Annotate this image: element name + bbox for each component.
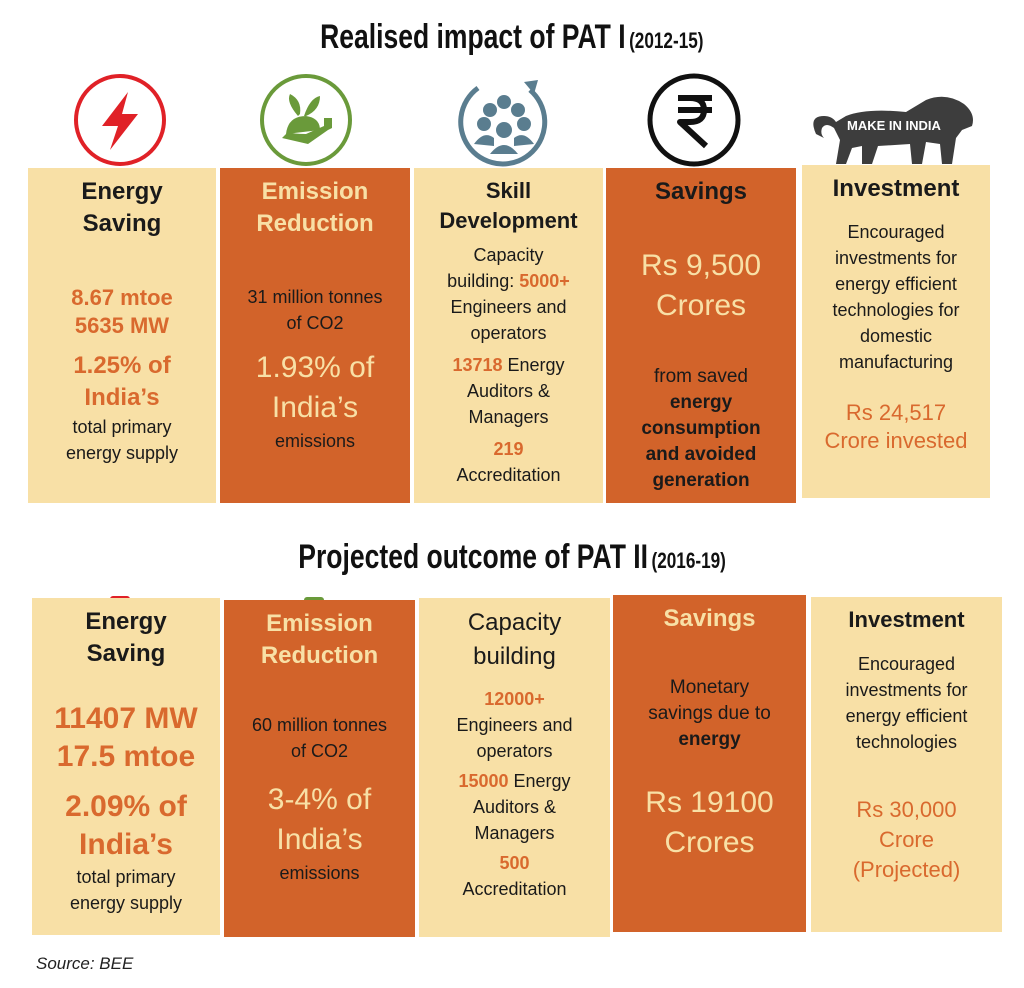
s2-investment-card: Investment Encouraged investments for en… <box>811 597 1002 932</box>
card-header: Savings <box>654 178 748 205</box>
section1-title: Realised impact of PAT I (2012-15) <box>0 18 1024 57</box>
section1-years: (2012-15) <box>629 28 704 53</box>
lightning-bolt-icon <box>74 74 166 166</box>
investment-amount: Rs 30,000 Crore (Projected) <box>852 797 961 882</box>
savings-amount: Rs 19100 Crores <box>645 786 774 859</box>
card-header: Investment <box>848 607 965 632</box>
card-header: Emission Reduction <box>260 610 379 669</box>
emission-percent: 3-4% of India’s <box>267 783 372 856</box>
investment-desc: Encouraged investments for energy effici… <box>845 654 968 752</box>
section1-title-text: Realised impact of PAT I <box>320 18 626 56</box>
emission-desc: 31 million tonnes of CO2 <box>247 287 383 333</box>
rupee-icon <box>647 73 741 167</box>
energy-percent: 1.25% of India’s <box>73 352 171 411</box>
capacity-accreditation: 500 Accreditation <box>462 853 567 899</box>
capacity-auditors: 15000 Energy Auditors & Managers <box>458 771 571 843</box>
s1-emission-reduction-card: Emission Reduction 31 million tonnes of CO… <box>220 168 410 503</box>
s1-skill-development-card: Skill Development Capacity building: 5000… <box>414 168 603 503</box>
section2-title-text: Projected outcome of PAT II <box>298 538 648 576</box>
section2-title: Projected outcome of PAT II (2016-19) <box>0 538 1024 577</box>
savings-amount: Rs 9,500 Crores <box>640 249 762 322</box>
skill-auditors: 13718 Energy Auditors & Managers <box>452 355 565 427</box>
card-header: Energy Saving <box>81 178 163 237</box>
energy-percent: 2.09% of India’s <box>65 790 187 861</box>
skill-accreditation: 219 Accreditation <box>456 439 561 485</box>
s1-savings-card: Savings Rs 9,500 Crores from saved energy… <box>606 168 796 503</box>
investment-amount: Rs 24,517 Crore invested <box>824 400 968 453</box>
card-header: Capacity building <box>467 609 562 670</box>
energy-desc: total primary energy supply <box>65 417 179 463</box>
s2-savings-card: Savings Monetary savings due to energy R… <box>613 595 806 932</box>
savings-desc: from saved energy consumption and avoide… <box>641 366 761 491</box>
people-cycle-icon <box>458 80 548 167</box>
source-note: Source: BEE <box>36 954 134 973</box>
make-in-india-label: MAKE IN INDIA <box>847 118 942 133</box>
card-header: Energy Saving <box>85 608 167 667</box>
capacity-engineers: 12000+ Engineers and operators <box>456 689 573 761</box>
s1-investment-card: Investment Encouraged investments for en… <box>802 165 990 498</box>
card-header: Skill Development <box>439 178 578 233</box>
emission-percent: 1.93% of India’s <box>255 351 375 424</box>
plant-in-hand-icon <box>260 74 352 166</box>
card-header: Emission Reduction <box>256 178 374 237</box>
energy-values: 8.67 mtoe 5635 MW <box>71 285 173 338</box>
s2-capacity-building-card: Capacity building 12000+ Engineers and op… <box>419 598 610 937</box>
emission-icon-remnant <box>304 597 324 600</box>
skill-capacity: Capacity building: 5000+ Engineers and o… <box>447 245 570 343</box>
make-in-india-lion-icon: MAKE IN INDIA <box>813 96 973 164</box>
energy-desc: total primary energy supply <box>69 867 183 913</box>
s1-energy-saving-card: Energy Saving 8.67 mtoe 5635 MW 1.25% of In… <box>28 168 216 503</box>
card-header: Investment <box>832 175 960 202</box>
section2-years: (2016-19) <box>651 548 726 573</box>
s2-energy-saving-card: Energy Saving 11407 MW 17.5 mtoe 2.09% of I… <box>32 598 220 935</box>
investment-desc: Encouraged investments for energy effici… <box>832 222 960 372</box>
savings-desc: Monetary savings due to energy <box>648 677 771 750</box>
s2-emission-reduction-card: Emission Reduction 60 million tonnes of CO… <box>224 600 415 937</box>
card-header: Savings <box>663 605 756 632</box>
emission-suffix: emissions <box>279 863 360 883</box>
emission-desc: 60 million tonnes of CO2 <box>251 715 388 761</box>
energy-icon-remnant <box>110 596 130 599</box>
emission-suffix: emissions <box>274 431 356 451</box>
energy-values: 11407 MW 17.5 mtoe <box>54 702 198 773</box>
